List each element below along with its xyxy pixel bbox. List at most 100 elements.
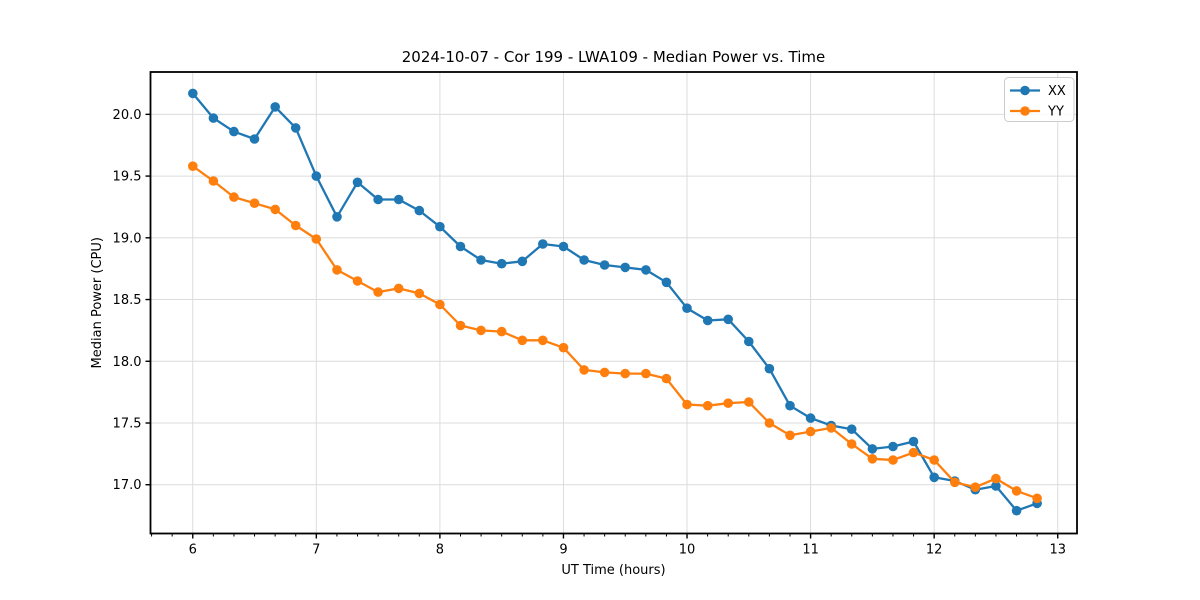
data-point-marker-yy [785, 430, 795, 441]
legend-label-yy: YY [1047, 105, 1064, 120]
series-layer [188, 88, 1042, 516]
data-point-marker-xx [352, 177, 363, 188]
data-point-marker-yy [538, 335, 548, 346]
data-point-marker-yy [393, 283, 404, 294]
y-tick-label: 19.0 [113, 231, 142, 246]
data-point-marker-yy [661, 373, 672, 384]
data-point-marker-xx [785, 400, 795, 411]
data-point-marker-xx [393, 194, 404, 205]
data-point-marker-xx [188, 88, 198, 99]
data-point-marker-xx [579, 255, 589, 265]
y-tick-label: 19.5 [113, 170, 142, 185]
data-point-marker-yy [908, 447, 919, 458]
data-point-marker-yy [826, 423, 836, 433]
x-tick-label: 9 [559, 543, 567, 558]
data-point-marker-xx [332, 212, 342, 222]
data-point-marker-yy [435, 299, 445, 310]
data-point-marker-yy [682, 399, 692, 410]
data-point-marker-yy [455, 320, 466, 331]
data-point-marker-yy [229, 192, 239, 202]
x-tick-label: 12 [926, 543, 943, 558]
data-point-marker-yy [641, 368, 651, 379]
data-point-marker-xx [538, 239, 548, 249]
y-tick-label: 18.0 [113, 355, 142, 370]
legend-label-xx: XX [1048, 84, 1066, 99]
data-point-marker-yy [414, 288, 425, 299]
data-point-marker-yy [579, 365, 589, 375]
data-point-marker-xx [1011, 505, 1022, 516]
data-point-marker-xx [764, 363, 775, 374]
data-point-marker-xx [558, 241, 569, 252]
data-point-marker-yy [764, 418, 775, 428]
data-point-marker-xx [846, 424, 857, 435]
legend-marker [1020, 85, 1030, 96]
data-point-marker-xx [476, 255, 486, 265]
data-point-marker-xx [867, 444, 878, 454]
data-point-marker-yy [970, 482, 981, 493]
legend: XX YY [1004, 77, 1075, 122]
data-point-marker-yy [867, 454, 878, 464]
x-tick-label: 7 [312, 543, 320, 558]
data-point-marker-xx [208, 113, 219, 123]
data-point-marker-xx [496, 258, 507, 269]
data-point-marker-yy [805, 426, 816, 437]
x-tick-label: 8 [436, 543, 444, 558]
data-point-marker-yy [270, 204, 281, 215]
data-point-marker-xx [723, 314, 733, 325]
data-point-marker-xx [991, 481, 1001, 491]
axes-layer: 6 7 8 9 10 11 12 13 17.0 17.5 18.0 18.5 19.0 19.5 20.0 [113, 71, 1078, 558]
x-tick-label: 10 [679, 543, 696, 558]
data-point-marker-xx [805, 413, 816, 423]
data-point-marker-yy [846, 439, 857, 449]
data-point-marker-yy [558, 342, 569, 353]
data-point-marker-xx [373, 194, 383, 205]
data-point-marker-yy [496, 326, 507, 337]
data-point-marker-yy [888, 455, 898, 465]
data-point-marker-yy [744, 397, 754, 407]
y-tick-label: 20.0 [113, 108, 142, 123]
data-point-marker-yy [1032, 493, 1042, 504]
data-point-marker-xx [661, 277, 672, 288]
data-point-marker-xx [270, 102, 281, 112]
data-point-marker-yy [249, 198, 260, 208]
data-point-marker-xx [517, 256, 528, 267]
data-point-marker-yy [991, 473, 1001, 484]
series-line-yy [191, 165, 1039, 500]
data-point-marker-yy [1011, 486, 1022, 496]
data-point-marker-yy [332, 265, 342, 275]
data-point-marker-yy [723, 398, 733, 409]
data-point-marker-xx [435, 221, 445, 232]
series-line-xx [191, 92, 1039, 512]
x-tick-label: 11 [802, 543, 819, 558]
data-point-marker-xx [290, 123, 301, 133]
data-point-marker-yy [311, 234, 322, 244]
grid-layer [150, 72, 1077, 534]
data-point-marker-yy [929, 455, 939, 465]
x-axis-label: UT Time (hours) [561, 563, 665, 578]
data-point-marker-xx [682, 303, 692, 314]
data-point-marker-xx [249, 134, 260, 144]
data-point-marker-yy [702, 400, 713, 411]
data-point-marker-yy [476, 325, 486, 336]
x-tick-label: 6 [189, 543, 197, 558]
legend-marker [1020, 106, 1030, 116]
y-tick-label: 17.5 [113, 417, 142, 432]
data-point-marker-xx [620, 262, 630, 273]
data-point-marker-xx [908, 436, 919, 447]
data-point-marker-yy [352, 276, 363, 286]
data-point-marker-yy [208, 176, 219, 186]
data-point-marker-yy [599, 367, 610, 378]
x-tick-label: 13 [1049, 543, 1066, 558]
data-point-marker-xx [744, 336, 754, 347]
plot-border [149, 71, 1078, 535]
data-point-marker-yy [373, 287, 383, 297]
data-point-marker-xx [929, 472, 939, 483]
data-point-marker-xx [641, 265, 651, 275]
data-point-marker-xx [311, 171, 322, 181]
y-axis-label: Median Power (CPU) [90, 237, 105, 368]
y-tick-label: 17.0 [113, 478, 142, 493]
data-point-marker-yy [290, 220, 301, 231]
data-point-marker-xx [702, 315, 713, 326]
